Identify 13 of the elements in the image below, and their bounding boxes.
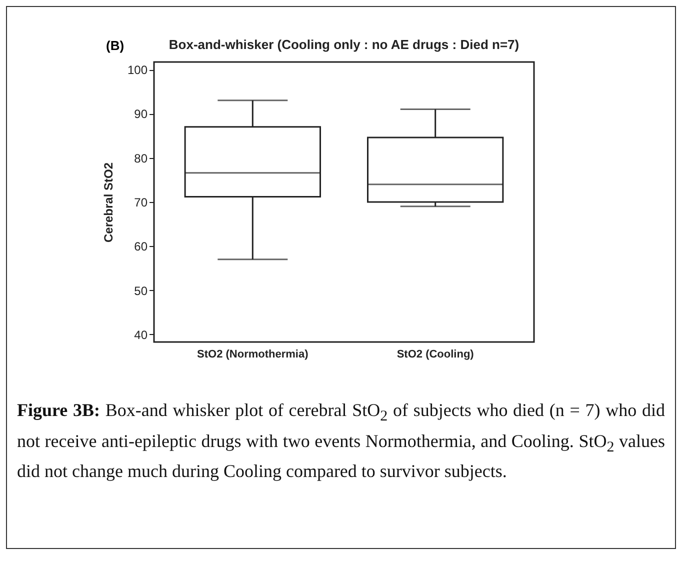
y-tick-label: 80 [134,151,148,166]
y-tick-label: 40 [134,328,148,342]
chart-title: Box-and-whisker (Cooling only : no AE drugs : Died n=7) [168,37,520,52]
y-tick-label: 100 [127,63,148,78]
y-tick-label: 70 [134,196,148,210]
x-tick-label: StO2 (Normothermia) [197,348,309,360]
y-axis-title: Cerebral StO2 [101,162,116,243]
y-tick-label: 60 [134,240,148,254]
y-tick-label: 90 [134,107,148,122]
y-tick-label: 50 [134,284,148,298]
text: (B) [106,38,124,53]
x-tick-label: StO2 (Cooling) [396,348,474,360]
text: Figure 3B: Box-and whisker plot of cerebral StO$_{2}$ of subjects who died (n = 7) who did not receive anti-epileptic drugs with two events Normothermia, and Cooling. StO$_{2}$ values did not change much during Cooling compared to survivor subjects. [17,400,666,482]
